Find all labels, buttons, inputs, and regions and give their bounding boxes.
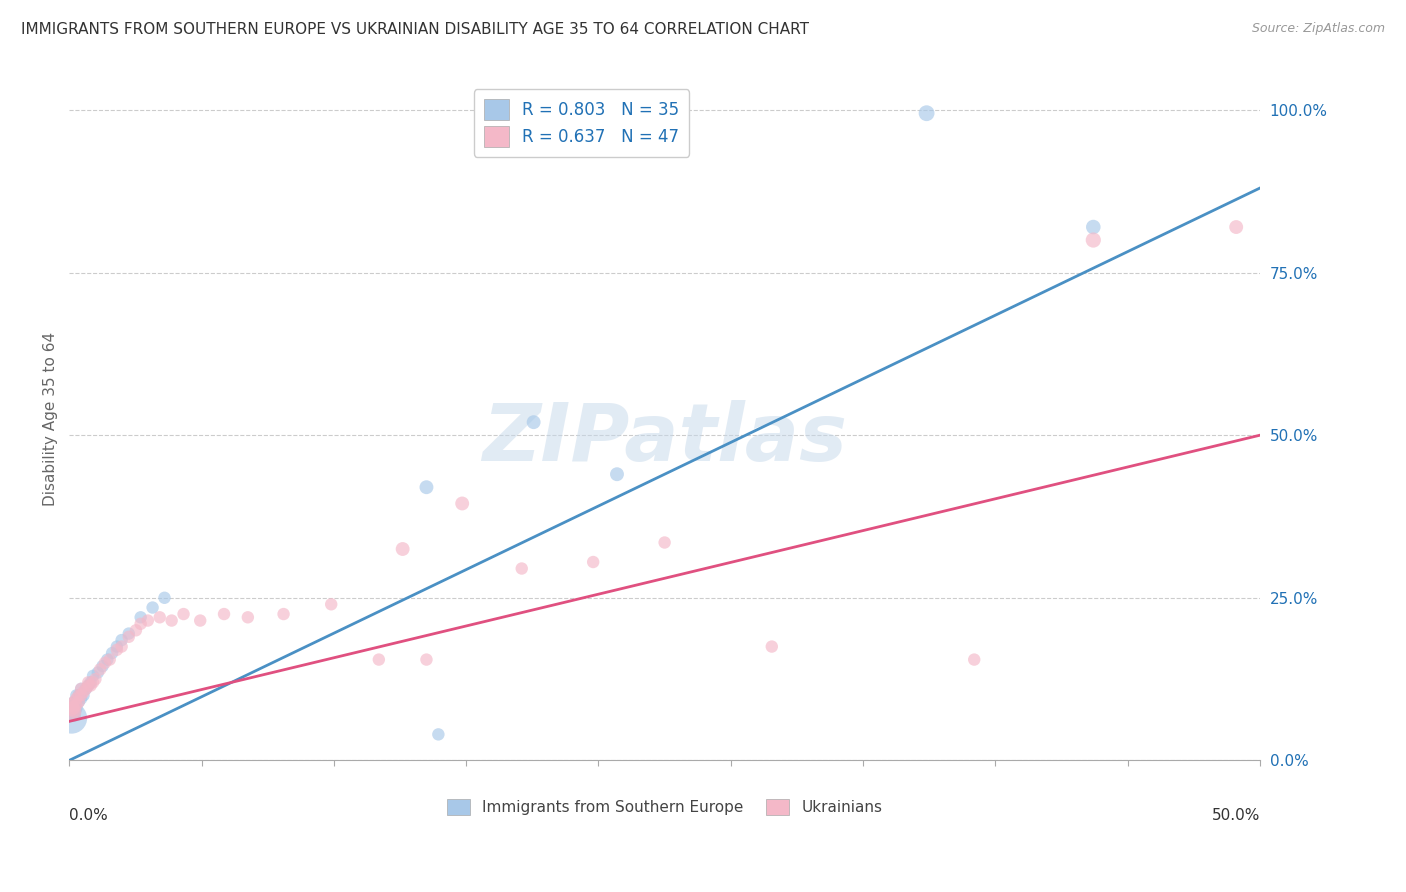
Point (70, 681, 93, 696)
Point (60, 701, 83, 715)
Point (173, 607, 195, 621)
Point (70, 689, 93, 703)
Point (105, 643, 128, 657)
Point (415, 480, 437, 494)
Point (523, 415, 546, 429)
Point (60, 701, 83, 715)
Point (63, 701, 86, 715)
Text: Source: ZipAtlas.com: Source: ZipAtlas.com (1251, 22, 1385, 36)
Point (77, 679, 100, 693)
Point (1083, 233, 1105, 247)
Point (391, 541, 413, 556)
Point (65, 701, 87, 715)
Point (60, 711, 83, 725)
Text: IMMIGRANTS FROM SOUTHERN EUROPE VS UKRAINIAN DISABILITY AGE 35 TO 64 CORRELATION: IMMIGRANTS FROM SOUTHERN EUROPE VS UKRAI… (21, 22, 808, 37)
Point (654, 535, 676, 549)
Point (63, 695, 86, 709)
Point (65, 691, 87, 706)
Point (82, 675, 104, 690)
Point (60, 698, 83, 712)
Point (129, 616, 152, 631)
Point (160, 614, 183, 628)
Point (367, 652, 389, 666)
Point (72, 685, 94, 699)
Point (98, 652, 121, 666)
Point (118, 630, 141, 644)
Point (67, 695, 90, 709)
Point (67, 695, 90, 709)
Point (111, 640, 134, 654)
Point (75, 681, 97, 696)
Point (321, 597, 343, 611)
Point (963, 652, 986, 666)
Point (65, 698, 87, 712)
Point (142, 600, 165, 615)
Point (188, 614, 211, 628)
Point (101, 646, 124, 660)
Text: 50.0%: 50.0% (1212, 808, 1260, 823)
Point (111, 633, 134, 648)
Point (82, 669, 104, 683)
Point (136, 614, 159, 628)
Point (60, 705, 83, 719)
Point (87, 665, 110, 680)
Point (212, 607, 235, 621)
Point (153, 591, 176, 605)
Point (75, 681, 97, 696)
Point (63, 695, 86, 709)
Point (118, 626, 141, 640)
Point (94, 656, 117, 670)
Point (79, 679, 101, 693)
Point (1083, 220, 1105, 235)
Point (63, 707, 86, 722)
Legend: Immigrants from Southern Europe, Ukrainians: Immigrants from Southern Europe, Ukraini… (440, 793, 889, 821)
Point (427, 727, 450, 741)
Point (415, 652, 437, 666)
Point (63, 701, 86, 715)
Point (72, 689, 94, 703)
Point (70, 691, 93, 706)
Point (79, 675, 101, 690)
Point (582, 555, 605, 569)
Point (65, 695, 87, 709)
Point (105, 640, 128, 654)
Point (84, 672, 107, 686)
Point (67, 689, 90, 703)
Point (149, 610, 172, 624)
Point (60, 705, 83, 719)
Point (63, 705, 86, 719)
Point (89, 662, 111, 676)
Point (77, 679, 100, 693)
Point (1225, 220, 1247, 235)
Point (451, 496, 474, 510)
Text: ZIPatlas: ZIPatlas (482, 401, 848, 478)
Point (65, 689, 87, 703)
Text: 0.0%: 0.0% (69, 808, 108, 823)
Point (125, 624, 148, 638)
Point (70, 681, 93, 696)
Point (273, 607, 295, 621)
Point (91, 659, 114, 673)
Point (63, 698, 86, 712)
Point (96, 652, 118, 666)
Point (915, 106, 938, 120)
Point (236, 610, 259, 624)
Point (510, 561, 533, 575)
Y-axis label: Disability Age 35 to 64: Disability Age 35 to 64 (44, 332, 58, 506)
Point (77, 675, 100, 690)
Point (761, 640, 783, 654)
Point (129, 610, 152, 624)
Point (67, 689, 90, 703)
Point (606, 467, 628, 482)
